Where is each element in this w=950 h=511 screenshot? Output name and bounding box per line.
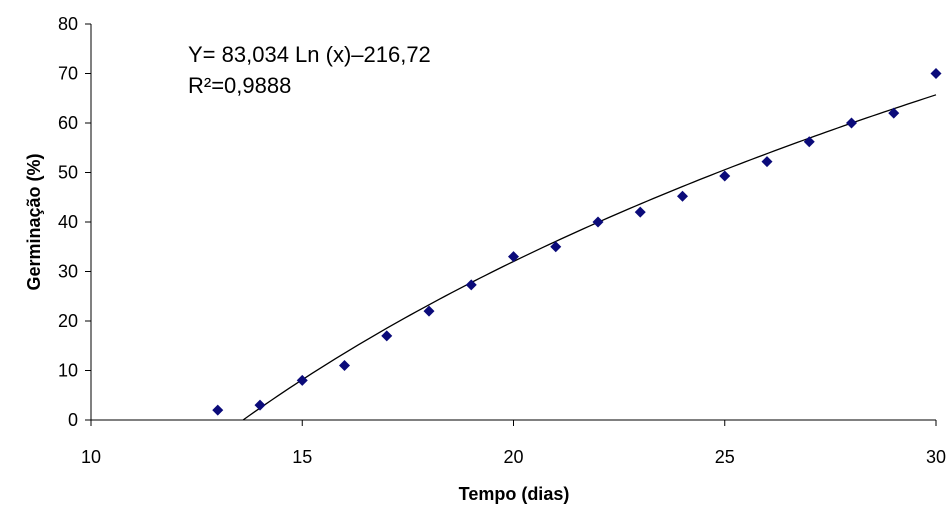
y-tick-label: 70: [58, 64, 78, 84]
data-point: [634, 206, 646, 218]
data-point: [508, 251, 519, 263]
data-point: [930, 68, 942, 79]
data-point: [339, 360, 350, 372]
data-point: [550, 241, 562, 253]
data-point: [381, 330, 393, 342]
x-tick-label: 10: [81, 447, 101, 467]
data-point: [761, 156, 773, 168]
x-axis-title: Tempo (dias): [459, 484, 570, 504]
y-tick-label: 30: [58, 262, 78, 282]
data-point: [423, 305, 435, 317]
data-point: [846, 117, 857, 129]
y-tick-label: 50: [58, 163, 78, 183]
trendline-layer: [242, 94, 937, 421]
y-axis-title: Germinação (%): [24, 153, 44, 290]
x-tick-label: 25: [715, 447, 735, 467]
data-points: [212, 68, 942, 416]
data-point: [719, 170, 731, 182]
x-tick-label: 30: [926, 447, 946, 467]
y-tick-label: 40: [58, 212, 78, 232]
y-tick-label: 60: [58, 113, 78, 133]
y-tick-label: 10: [58, 361, 78, 381]
y-tick-label: 20: [58, 311, 78, 331]
trendline-equation: Y= 83,034 Ln (x)–216,72: [188, 42, 431, 67]
data-point: [592, 216, 604, 228]
data-point: [465, 279, 477, 291]
x-tick-label: 15: [292, 447, 312, 467]
data-point: [677, 190, 688, 202]
data-point: [254, 399, 266, 411]
data-point: [212, 404, 224, 416]
data-point: [888, 107, 900, 119]
y-tick-label: 80: [58, 14, 78, 34]
data-point: [803, 136, 815, 148]
data-point: [296, 374, 308, 386]
x-tick-label: 20: [503, 447, 523, 467]
r-squared-label: R²=0,9888: [188, 73, 291, 98]
y-tick-label: 0: [68, 410, 78, 430]
trendline: [242, 94, 937, 421]
